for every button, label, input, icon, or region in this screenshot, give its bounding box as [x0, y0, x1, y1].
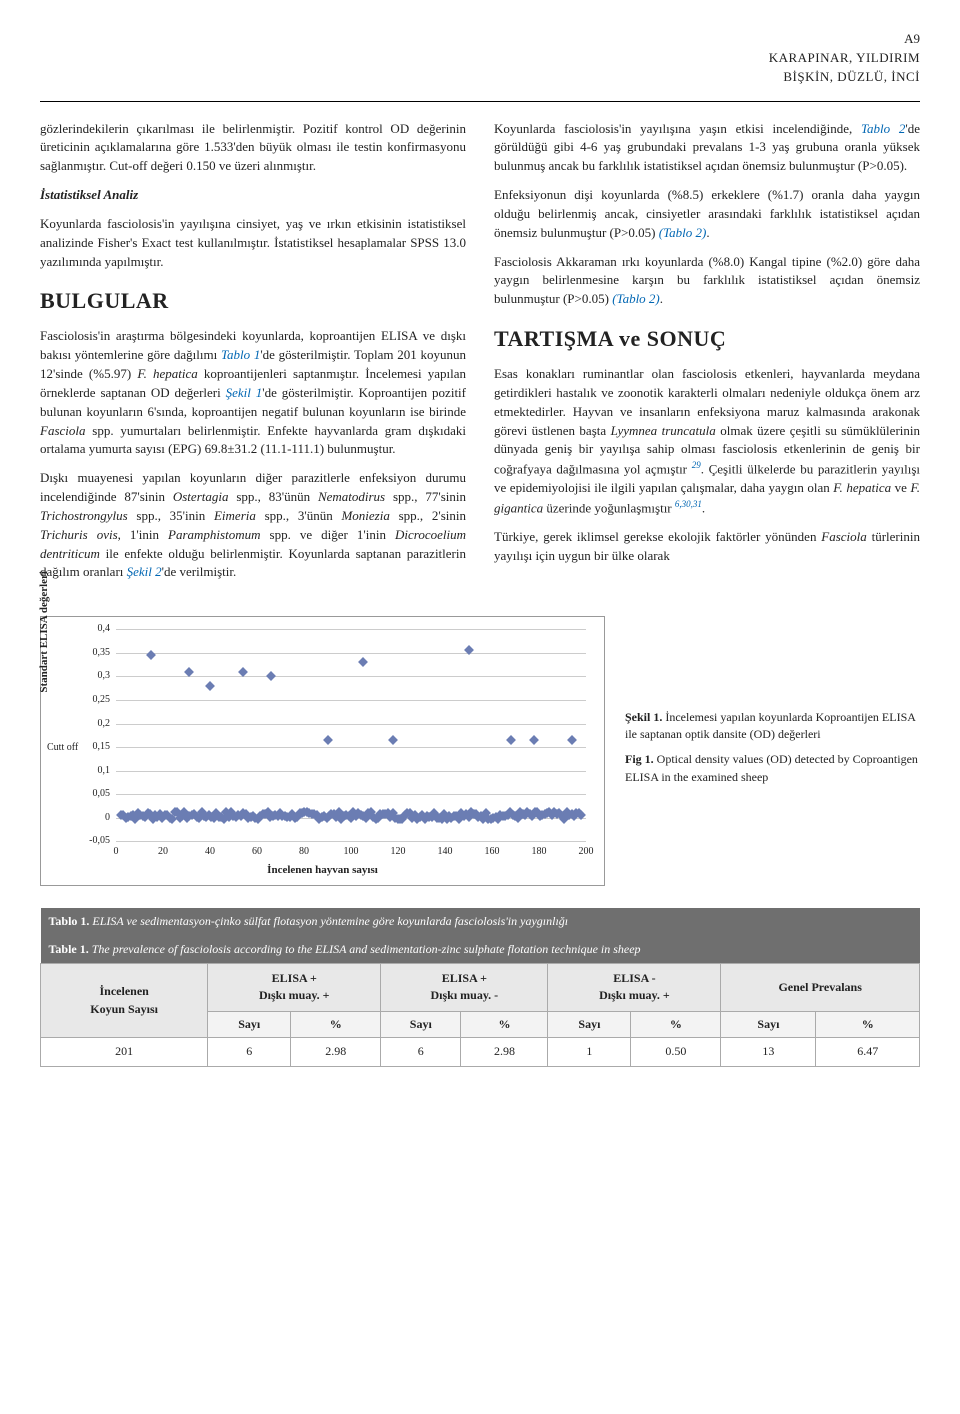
header-divider [40, 101, 920, 102]
left-column: gözlerindekilerin çıkarılması ile belirl… [40, 120, 466, 593]
col-header: Genel Prevalans [721, 964, 920, 1012]
col-header: ELISA + Dışkı muay. + [208, 964, 381, 1012]
col-header: ELISA - Dışkı muay. + [548, 964, 721, 1012]
ref-link[interactable]: Şekil 2 [127, 564, 162, 579]
paragraph: Dışkı muayenesi yapılan koyunların diğer… [40, 469, 466, 582]
paragraph: Fasciolosis'in araştırma bölgesindeki ko… [40, 327, 466, 459]
paragraph: gözlerindekilerin çıkarılması ile belirl… [40, 120, 466, 177]
col-header: ELISA + Dışkı muay. - [381, 964, 548, 1012]
subheading: İstatistiksel Analiz [40, 186, 466, 205]
ref-link[interactable]: Şekil 1 [226, 385, 263, 400]
ref-link[interactable]: Tablo 2 [861, 121, 905, 136]
paragraph: Esas konakları ruminantlar olan fasciolo… [494, 365, 920, 518]
sub-header: % [291, 1011, 381, 1037]
x-axis-title: İncelenen hayvan sayısı [267, 863, 378, 879]
table-row: 201 62.98 62.98 10.50 136.47 [41, 1038, 920, 1066]
sub-header: % [461, 1011, 548, 1037]
page-header: A9 KARAPINAR, YILDIRIM BİŞKİN, DÜZLÜ, İN… [40, 30, 920, 87]
figure-1: Standart ELISA değerleri -0,0500,050,10,… [40, 616, 920, 886]
paragraph: Fasciolosis Akkaraman ırkı koyunlarda (%… [494, 253, 920, 310]
paragraph: Koyunlarda fasciolosis'in yayılışına yaş… [494, 120, 920, 177]
ref-link[interactable]: (Tablo 2) [612, 291, 660, 306]
col-header: İncelenen Koyun Sayısı [41, 964, 208, 1038]
ref-link[interactable]: (Tablo 2) [659, 225, 707, 240]
paragraph: Türkiye, gerek iklimsel gerekse ekolojik… [494, 528, 920, 566]
authors-line-2: BİŞKİN, DÜZLÜ, İNCİ [40, 68, 920, 87]
main-columns: gözlerindekilerin çıkarılması ile belirl… [40, 120, 920, 593]
sub-header: % [631, 1011, 721, 1037]
y-axis-title: Standart ELISA değerleri [37, 571, 53, 693]
scatter-chart: Standart ELISA değerleri -0,0500,050,10,… [40, 616, 605, 886]
ref-link[interactable]: 6,30,31 [675, 499, 702, 509]
table-title-en: Table 1. The prevalence of fasciolosis a… [41, 936, 920, 964]
right-column: Koyunlarda fasciolosis'in yayılışına yaş… [494, 120, 920, 593]
sub-header: Sayı [721, 1011, 816, 1037]
section-heading: BULGULAR [40, 285, 466, 317]
sub-header: Sayı [208, 1011, 291, 1037]
ref-link[interactable]: Tablo 1 [221, 347, 260, 362]
figure-caption: Şekil 1. İncelemesi yapılan koyunlarda K… [625, 709, 920, 795]
sub-header: Sayı [548, 1011, 631, 1037]
table-title-tr: Tablo 1. ELISA ve sedimentasyon-çinko sü… [41, 908, 920, 935]
sub-header: % [816, 1011, 920, 1037]
plot-area: -0,0500,050,10,150,20,250,30,350,4020406… [116, 629, 586, 841]
section-heading: TARTIŞMA ve SONUÇ [494, 323, 920, 355]
ref-link[interactable]: 29 [692, 460, 701, 470]
sub-header: Sayı [381, 1011, 461, 1037]
paragraph: Koyunlarda fasciolosis'in yayılışına cin… [40, 215, 466, 272]
paragraph: Enfeksiyonun dişi koyunlarda (%8.5) erke… [494, 186, 920, 243]
authors-line-1: KARAPINAR, YILDIRIM [40, 49, 920, 68]
page-number: A9 [40, 30, 920, 49]
table-1: Tablo 1. ELISA ve sedimentasyon-çinko sü… [40, 908, 920, 1066]
